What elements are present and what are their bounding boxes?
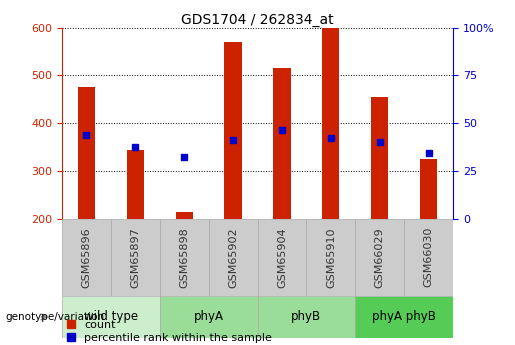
Bar [111, 219, 160, 296]
Text: phyB: phyB [291, 310, 321, 323]
Bar [225, 42, 242, 219]
Text: GSM66029: GSM66029 [375, 227, 385, 288]
Bar [355, 296, 453, 338]
Text: GSM65898: GSM65898 [179, 227, 189, 288]
Bar [78, 87, 95, 219]
Text: phyA: phyA [194, 310, 224, 323]
Bar [160, 296, 258, 338]
Bar [322, 28, 339, 219]
Bar [371, 97, 388, 219]
Bar [355, 219, 404, 296]
Bar [258, 219, 306, 296]
Bar [306, 219, 355, 296]
Bar [62, 296, 160, 338]
Text: GSM65904: GSM65904 [277, 227, 287, 288]
Text: genotype/variation: genotype/variation [5, 312, 104, 322]
Bar [127, 150, 144, 219]
Text: GSM66030: GSM66030 [424, 227, 434, 287]
Bar [273, 68, 290, 219]
Bar [62, 219, 111, 296]
Legend: count, percentile rank within the sample: count, percentile rank within the sample [67, 319, 272, 343]
Title: GDS1704 / 262834_at: GDS1704 / 262834_at [181, 12, 334, 27]
Bar [160, 219, 209, 296]
Text: GSM65902: GSM65902 [228, 227, 238, 288]
Bar [258, 296, 355, 338]
Text: GSM65910: GSM65910 [326, 227, 336, 287]
Bar [176, 212, 193, 219]
Text: phyA phyB: phyA phyB [372, 310, 436, 323]
Bar [209, 219, 258, 296]
Bar [420, 159, 437, 219]
Bar [404, 219, 453, 296]
Text: wild type: wild type [83, 310, 138, 323]
Text: GSM65896: GSM65896 [81, 227, 91, 288]
Text: GSM65897: GSM65897 [130, 227, 140, 288]
